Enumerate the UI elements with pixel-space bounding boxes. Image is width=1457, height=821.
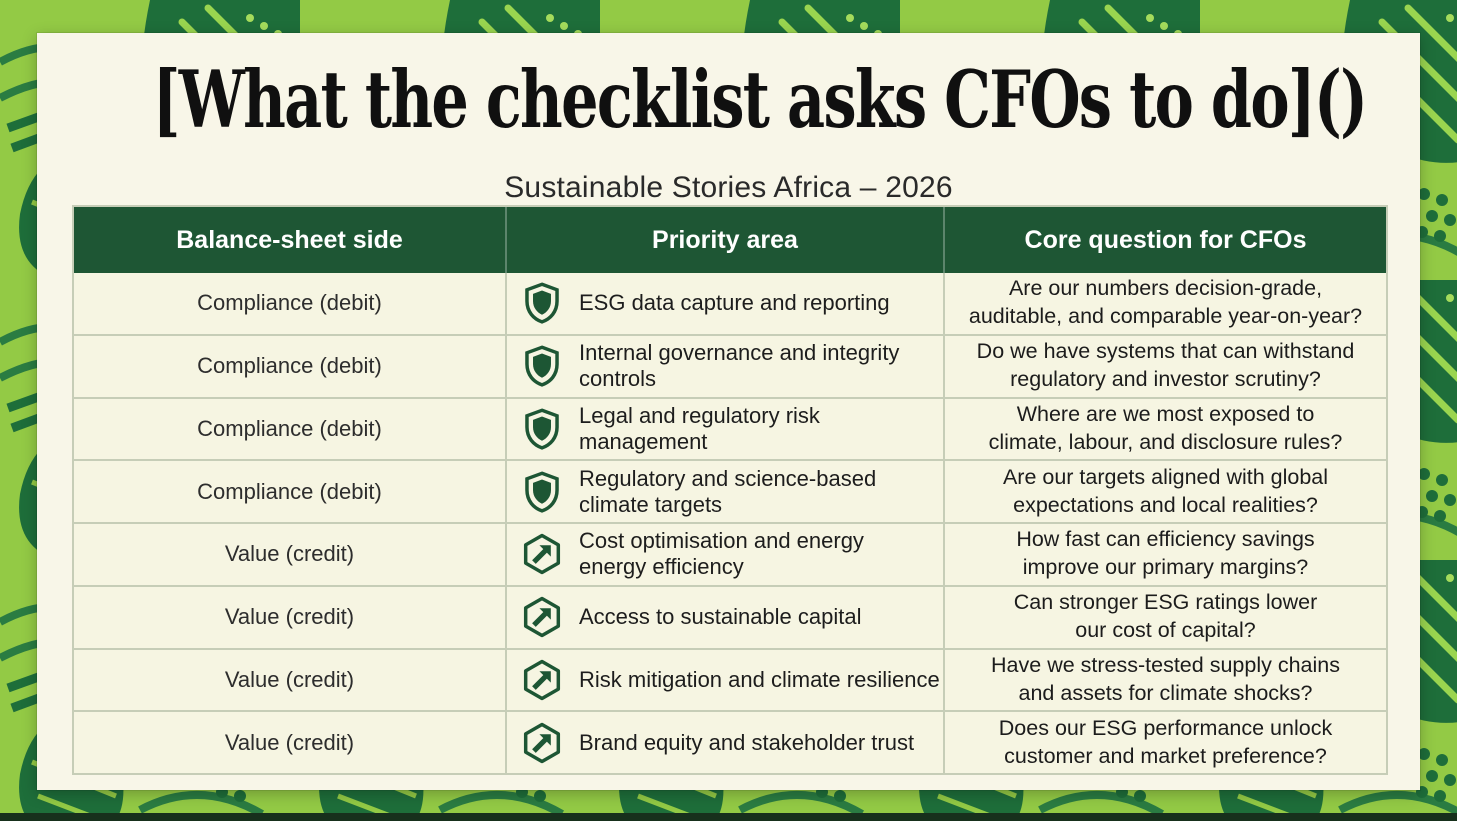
content-card: [What the checklist asks CFOs to do]() S…: [37, 33, 1420, 790]
priority-label: Access to sustainable capital: [579, 604, 862, 630]
priority-label: Legal and regulatory risk management: [579, 402, 820, 454]
core-question-cell: Where are we most exposed to climate, la…: [943, 398, 1386, 460]
table-row: Compliance (debit) Regulatory and scienc…: [74, 459, 1386, 522]
balance-side-cell: Compliance (debit): [197, 290, 382, 316]
title-wrap: [What the checklist asks CFOs to do](): [37, 53, 1420, 163]
core-question-cell: Does our ESG performance unlock customer…: [943, 712, 1386, 773]
table-row: Value (credit) Brand equity and stakehol…: [74, 710, 1386, 773]
priority-area-cell: Cost optimisation and energy energy effi…: [505, 524, 943, 585]
balance-side-cell: Compliance (debit): [197, 478, 382, 504]
core-question-cell: Are our numbers decision-grade, auditabl…: [943, 273, 1386, 334]
trend-up-icon: [519, 656, 565, 704]
table-row: Value (credit) Access to sustainable cap…: [74, 584, 1386, 648]
priority-area-cell: Risk mitigation and climate resilience: [505, 649, 943, 711]
bottom-dark-strip: [0, 813, 1457, 821]
header-cell-priority-area: Priority area: [505, 207, 943, 273]
core-question-cell: How fast can efficiency savings improve …: [943, 524, 1386, 585]
shield-icon: [519, 468, 565, 516]
header-cell-core-question: Core question for CFOs: [943, 207, 1386, 273]
page-title: [What the checklist asks CFOs to do](): [152, 53, 1368, 146]
priority-area-cell: Internal governance and integrity contro…: [505, 335, 943, 397]
priority-area-cell: ESG data capture and reporting: [505, 273, 943, 334]
priority-area-cell: Access to sustainable capital: [505, 586, 943, 648]
table-row: Compliance (debit) Legal and regulatory …: [74, 396, 1386, 460]
shield-icon: [519, 279, 565, 327]
checklist-table: Balance-sheet side Priority area Core qu…: [72, 205, 1388, 775]
table-body: Compliance (debit) ESG data capture and …: [74, 273, 1386, 773]
table-row: Compliance (debit) Internal governance a…: [74, 333, 1386, 397]
balance-side-cell: Value (credit): [224, 729, 355, 755]
priority-label: Cost optimisation and energy energy effi…: [579, 528, 864, 580]
trend-up-icon: [519, 719, 565, 767]
table-row: Compliance (debit) ESG data capture and …: [74, 273, 1386, 334]
priority-label: Internal governance and integrity contro…: [579, 340, 900, 392]
balance-side-cell: Value (credit): [224, 541, 355, 567]
balance-side-cell: Compliance (debit): [197, 353, 382, 379]
header-cell-balance-sheet-side: Balance-sheet side: [176, 225, 403, 254]
page-subtitle: Sustainable Stories Africa – 2026: [504, 171, 953, 204]
balance-side-cell: Value (credit): [224, 604, 355, 630]
table-header: Balance-sheet side Priority area Core qu…: [74, 207, 1386, 273]
shield-icon: [519, 342, 565, 390]
core-question-cell: Have we stress-tested supply chains and …: [943, 649, 1386, 711]
priority-label: ESG data capture and reporting: [579, 290, 890, 316]
priority-area-cell: Brand equity and stakeholder trust: [505, 712, 943, 773]
priority-label: Risk mitigation and climate resilience: [579, 666, 940, 692]
core-question-cell: Are our targets aligned with global expe…: [943, 461, 1386, 522]
balance-side-cell: Value (credit): [224, 666, 355, 692]
table-row: Value (credit) Risk mitigation and clima…: [74, 647, 1386, 711]
priority-label: Regulatory and science-based climate tar…: [579, 465, 877, 517]
priority-area-cell: Legal and regulatory risk management: [505, 398, 943, 460]
priority-label: Brand equity and stakeholder trust: [579, 729, 915, 755]
shield-icon: [519, 405, 565, 453]
trend-up-icon: [519, 530, 565, 578]
trend-up-icon: [519, 593, 565, 641]
core-question-cell: Can stronger ESG ratings lower our cost …: [943, 586, 1386, 648]
priority-area-cell: Regulatory and science-based climate tar…: [505, 461, 943, 522]
balance-side-cell: Compliance (debit): [197, 415, 382, 441]
core-question-cell: Do we have systems that can withstand re…: [943, 335, 1386, 397]
table-row: Value (credit) Cost optimisation and ene…: [74, 522, 1386, 585]
